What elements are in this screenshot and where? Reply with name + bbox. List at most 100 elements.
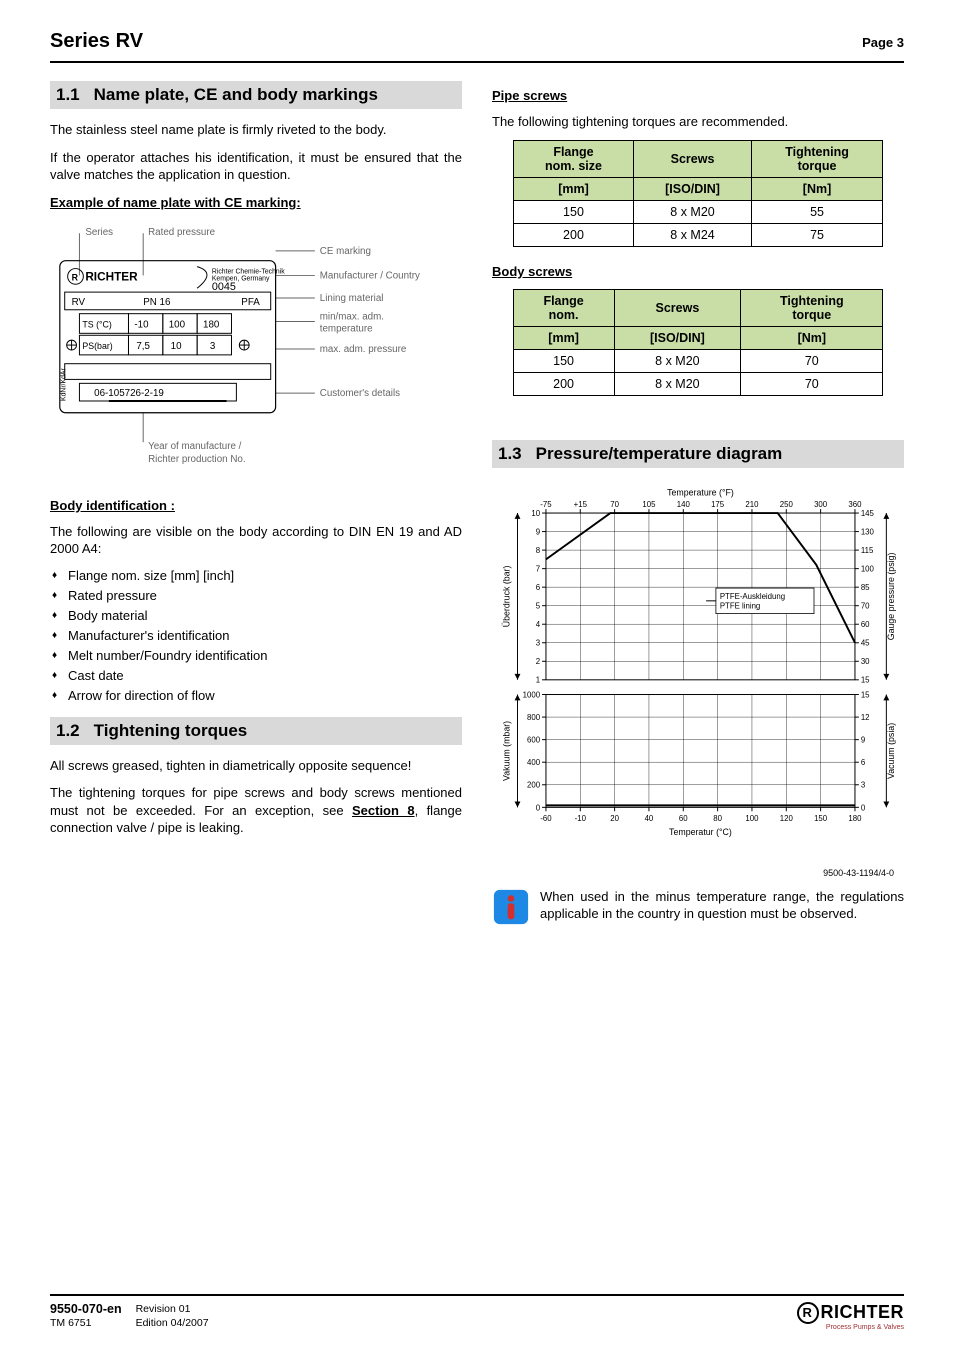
cell: 8 x M20 — [634, 201, 751, 224]
th-screws: Screws — [614, 289, 741, 326]
cell: 8 x M24 — [634, 224, 751, 247]
table-row: 200 8 x M24 75 — [513, 224, 883, 247]
th-torque: Tighteningtorque — [751, 141, 883, 178]
cell: 8 x M20 — [614, 349, 741, 372]
np-ts-mid: 100 — [169, 320, 186, 331]
svg-text:Gauge pressure (psig): Gauge pressure (psig) — [886, 552, 896, 640]
svg-text:800: 800 — [527, 713, 541, 722]
doc-number: 9550-070-en — [50, 1302, 122, 1316]
svg-text:150: 150 — [814, 814, 828, 823]
svg-text:80: 80 — [713, 814, 722, 823]
svg-text:140: 140 — [677, 500, 691, 509]
svg-text:120: 120 — [780, 814, 794, 823]
footer-logo: RRICHTER Process Pumps & Valves — [797, 1302, 905, 1331]
cell: 200 — [513, 224, 634, 247]
list-item: Melt number/Foundry identification — [68, 648, 462, 663]
svg-text:Vakuum (mbar): Vakuum (mbar) — [502, 720, 512, 780]
np-ts-lbl: TS (°C) — [82, 320, 112, 330]
np-ps-lbl: PS(bar) — [82, 341, 112, 351]
note-text: When used in the minus temperature range… — [540, 888, 904, 923]
svg-text:R: R — [72, 273, 79, 283]
tm-number: TM 6751 — [50, 1316, 122, 1331]
th-flange: Flangenom. size — [513, 141, 634, 178]
page-number: Page 3 — [862, 35, 904, 50]
svg-text:PTFE-Auskleidung: PTFE-Auskleidung — [720, 592, 785, 601]
brand-text: RICHTER — [821, 1302, 905, 1322]
section-1-1-num: 1.1 — [56, 85, 80, 105]
section-1-2-num: 1.2 — [56, 721, 80, 741]
pipe-intro: The following tightening torques are rec… — [492, 113, 904, 131]
svg-text:115: 115 — [861, 546, 874, 555]
list-item: Body material — [68, 608, 462, 623]
pipe-screws-table: Flangenom. size Screws Tighteningtorque … — [513, 140, 884, 247]
footer-left: 9550-070-en TM 6751 Revision 01 Edition … — [50, 1302, 209, 1331]
th-iso: [ISO/DIN] — [614, 326, 741, 349]
table-row: 200 8 x M20 70 — [513, 372, 883, 395]
section-8-link[interactable]: Section 8 — [352, 803, 415, 818]
bodyid-list: Flange nom. size [mm] [inch] Rated press… — [50, 568, 462, 703]
svg-text:20: 20 — [610, 814, 619, 823]
list-item: Rated pressure — [68, 588, 462, 603]
svg-text:400: 400 — [527, 758, 541, 767]
np-brand: RICHTER — [85, 271, 138, 284]
cell: 75 — [751, 224, 883, 247]
svg-text:300: 300 — [814, 500, 828, 509]
svg-text:+15: +15 — [574, 500, 588, 509]
th-mm: [mm] — [513, 178, 634, 201]
body-screws-table: Flangenom. Screws Tighteningtorque [mm] … — [513, 289, 884, 396]
cell: 8 x M20 — [614, 372, 741, 395]
cell: 70 — [741, 372, 883, 395]
np-ts-min: -10 — [134, 320, 149, 331]
cell: 150 — [513, 201, 634, 224]
svg-text:180: 180 — [848, 814, 862, 823]
section-1-1-head: 1.1 Name plate, CE and body markings — [50, 81, 462, 109]
th-mm: [mm] — [513, 326, 614, 349]
np-ps-a: 7,5 — [136, 341, 150, 352]
section-1-3-num: 1.3 — [498, 444, 522, 464]
svg-text:2: 2 — [536, 657, 540, 666]
svg-text:60: 60 — [861, 620, 870, 629]
s11-p2: If the operator attaches his identificat… — [50, 149, 462, 184]
svg-text:210: 210 — [745, 500, 759, 509]
lbl-prodno: Richter production No. — [148, 454, 245, 465]
s11-p1: The stainless steel name plate is firmly… — [50, 121, 462, 139]
svg-text:PTFE lining: PTFE lining — [720, 601, 760, 610]
cell: 55 — [751, 201, 883, 224]
cell: 200 — [513, 372, 614, 395]
np-ps-b: 10 — [171, 341, 182, 352]
svg-text:175: 175 — [711, 500, 725, 509]
svg-text:-60: -60 — [540, 814, 552, 823]
list-item: Flange nom. size [mm] [inch] — [68, 568, 462, 583]
svg-text:15: 15 — [861, 675, 870, 684]
svg-text:6: 6 — [861, 758, 866, 767]
content-columns: 1.1 Name plate, CE and body markings The… — [50, 81, 904, 926]
svg-text:600: 600 — [527, 735, 541, 744]
right-column: Pipe screws The following tightening tor… — [492, 81, 904, 926]
svg-text:360: 360 — [848, 500, 862, 509]
table-row: 150 8 x M20 70 — [513, 349, 883, 372]
svg-text:10: 10 — [531, 509, 540, 518]
list-item: Cast date — [68, 668, 462, 683]
svg-text:5: 5 — [536, 601, 541, 610]
svg-text:KdNr/KdAr: KdNr/KdAr — [61, 368, 68, 401]
lbl-manuf: Manufacturer / Country — [320, 271, 420, 282]
section-1-2-head: 1.2 Tightening torques — [50, 717, 462, 745]
chart-code: 9500-43-1194/4-0 — [492, 868, 894, 878]
edition: Edition 04/2007 — [136, 1316, 209, 1331]
svg-text:4: 4 — [536, 620, 541, 629]
pt-diagram: Temperature (°F)-75+15701051401752102503… — [492, 480, 904, 860]
svg-text:9: 9 — [536, 527, 540, 536]
svg-text:Vacuum (psia): Vacuum (psia) — [886, 722, 896, 778]
svg-text:40: 40 — [645, 814, 654, 823]
svg-text:0: 0 — [861, 803, 866, 812]
cell: 70 — [741, 349, 883, 372]
list-item: Arrow for direction of flow — [68, 688, 462, 703]
revision: Revision 01 — [136, 1302, 209, 1317]
section-1-3-head: 1.3 Pressure/temperature diagram — [492, 440, 904, 468]
svg-text:70: 70 — [861, 601, 870, 610]
th-nm: [Nm] — [741, 326, 883, 349]
logo-icon: R — [797, 1302, 819, 1324]
th-torque: Tighteningtorque — [741, 289, 883, 326]
svg-text:-75: -75 — [540, 500, 552, 509]
svg-text:Überdruck (bar): Überdruck (bar) — [502, 565, 512, 627]
